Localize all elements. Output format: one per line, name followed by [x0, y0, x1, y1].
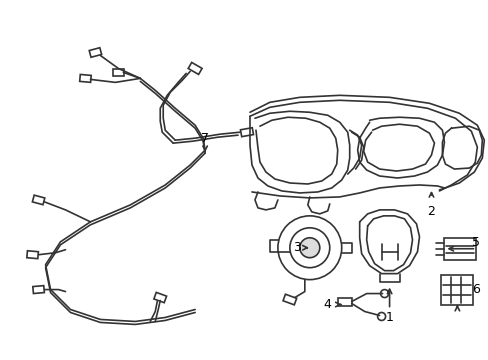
FancyBboxPatch shape [154, 292, 166, 303]
Bar [444, 238, 475, 260]
Circle shape [289, 228, 329, 268]
FancyBboxPatch shape [80, 75, 91, 82]
Text: 5: 5 [471, 236, 479, 249]
FancyBboxPatch shape [113, 69, 123, 76]
FancyBboxPatch shape [337, 298, 351, 306]
FancyBboxPatch shape [89, 48, 102, 57]
FancyBboxPatch shape [240, 128, 253, 137]
Text: 2: 2 [427, 205, 434, 219]
Circle shape [299, 238, 319, 258]
Bar [441, 275, 472, 305]
Circle shape [377, 312, 385, 320]
Text: 3: 3 [292, 241, 300, 254]
FancyBboxPatch shape [188, 62, 202, 75]
FancyBboxPatch shape [32, 195, 45, 205]
FancyBboxPatch shape [283, 294, 296, 305]
FancyBboxPatch shape [33, 285, 44, 293]
Text: 4: 4 [323, 298, 331, 311]
FancyBboxPatch shape [27, 251, 38, 259]
Circle shape [380, 289, 388, 298]
Circle shape [277, 216, 341, 280]
Text: 7: 7 [201, 132, 209, 145]
Text: 6: 6 [471, 283, 479, 296]
Text: 1: 1 [385, 311, 393, 324]
